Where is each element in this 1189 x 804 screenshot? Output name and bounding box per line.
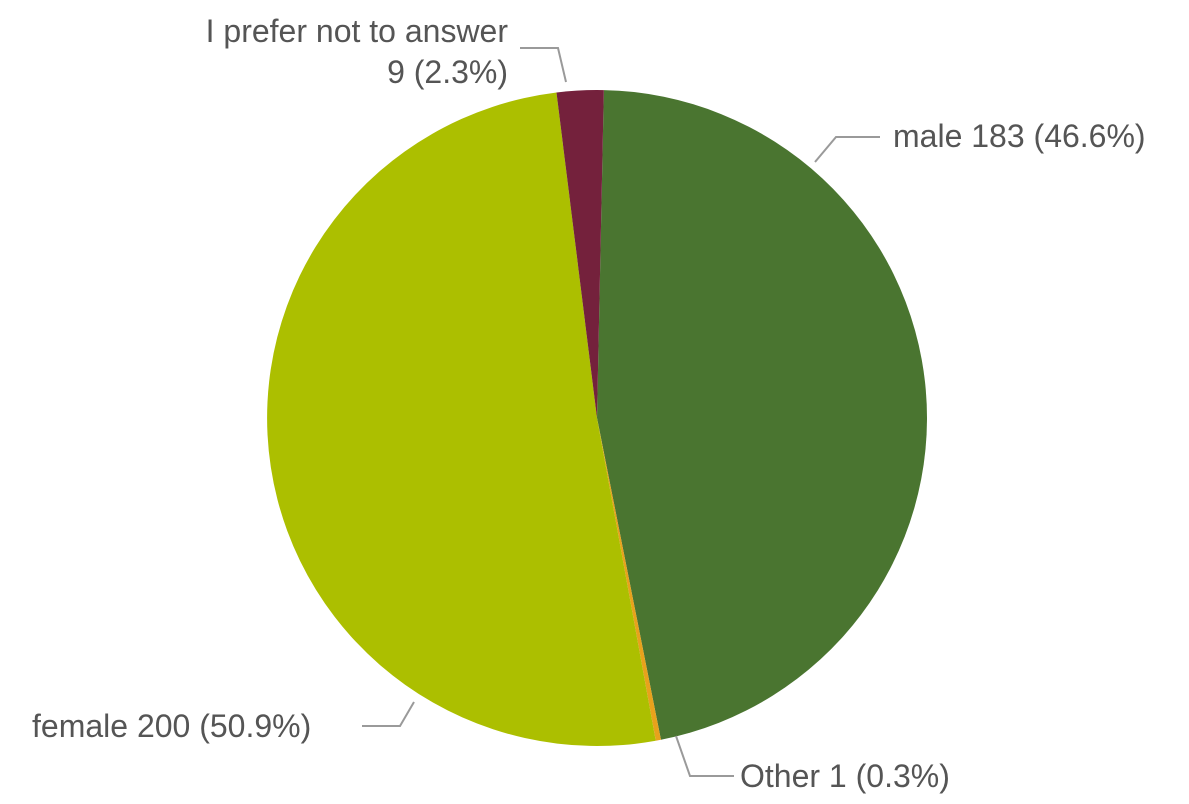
pie-slice-i-prefer-not-to-answer: [556, 89, 604, 418]
leader-line-other: [675, 735, 734, 777]
label-other: Other 1 (0.3%): [740, 758, 950, 794]
leader-line-female: [362, 701, 415, 727]
label-female: female 200 (50.9%): [32, 708, 311, 744]
label-prefer-line1: I prefer not to answer: [206, 13, 509, 49]
leader-line-male: [814, 136, 880, 163]
leader-line-prefer: [520, 47, 567, 83]
pie-slice-male: [597, 90, 928, 740]
label-male: male 183 (46.6%): [893, 118, 1146, 154]
pie-slice-other: [597, 418, 661, 741]
label-prefer-line2: 9 (2.3%): [387, 54, 508, 90]
pie-slices: [267, 89, 928, 746]
pie-slice-female: [267, 92, 656, 746]
